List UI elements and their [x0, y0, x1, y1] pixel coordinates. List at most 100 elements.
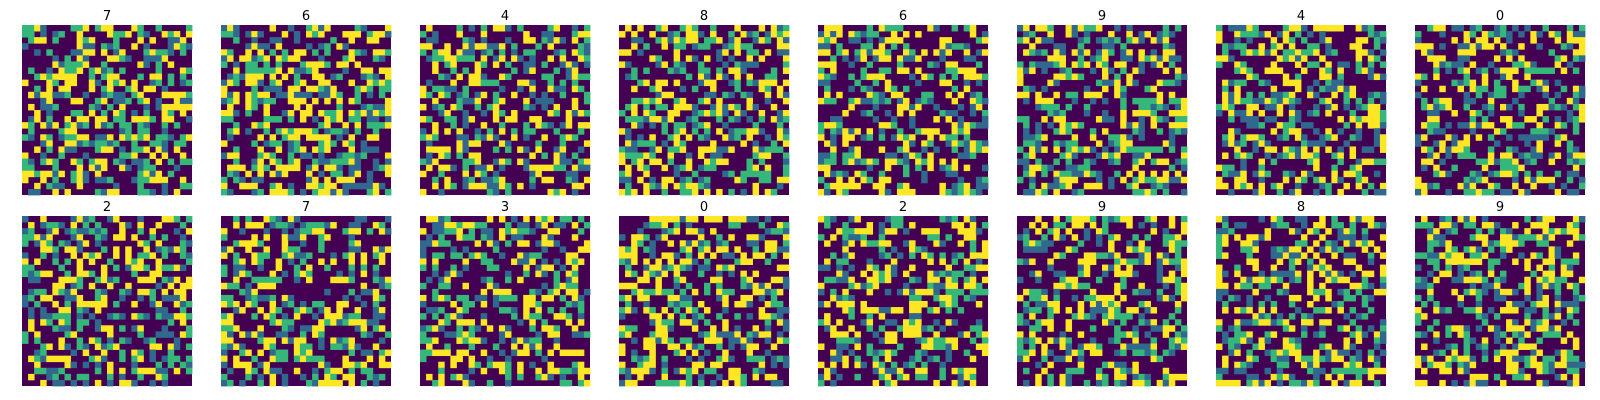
pixel-cell	[529, 313, 536, 320]
pixel-cell	[619, 234, 626, 241]
pixel-cell	[704, 258, 711, 265]
pixel-cell	[1059, 49, 1066, 56]
pixel-cell	[1313, 158, 1320, 166]
pixel-cell	[312, 61, 319, 68]
pixel-cell	[354, 343, 362, 350]
pixel-cell	[619, 367, 626, 375]
pixel-cell	[70, 379, 78, 387]
pixel-cell	[505, 307, 512, 314]
pixel-cell	[866, 164, 874, 172]
pixel-cell	[1421, 146, 1428, 153]
pixel-cell	[655, 234, 662, 241]
pixel-cell	[1258, 188, 1265, 196]
pixel-cell	[1463, 97, 1471, 105]
pixel-cell	[1542, 116, 1549, 123]
pixel-cell	[559, 282, 567, 290]
pixel-cell	[155, 140, 163, 147]
pixel-cell	[221, 294, 228, 302]
pixel-cell	[517, 146, 524, 153]
pixel-cell	[1294, 128, 1302, 135]
pixel-cell	[462, 307, 469, 314]
pixel-cell	[221, 379, 228, 387]
pixel-cell	[456, 222, 463, 229]
pixel-cell	[1089, 146, 1097, 153]
pixel-cell	[716, 49, 723, 56]
pixel-cell	[330, 37, 337, 44]
pixel-cell	[498, 216, 506, 223]
pixel-cell	[673, 182, 681, 190]
pixel-cell	[233, 25, 240, 32]
pixel-cell	[529, 170, 536, 178]
pixel-cell	[173, 188, 181, 196]
pixel-cell	[1415, 43, 1422, 50]
pixel-cell	[137, 158, 144, 166]
pixel-cell	[1180, 152, 1188, 159]
pixel-cell	[619, 31, 626, 38]
pixel-cell	[438, 373, 445, 381]
pixel-cell	[354, 91, 362, 99]
pixel-cell	[324, 307, 331, 314]
pixel-cell	[94, 234, 102, 241]
pixel-cell	[1047, 37, 1054, 44]
pixel-cell	[679, 367, 687, 375]
pixel-cell	[384, 116, 392, 123]
pixel-cell	[1065, 152, 1073, 159]
pixel-cell	[872, 158, 880, 166]
pixel-cell	[119, 325, 126, 332]
pixel-cell	[70, 110, 78, 117]
pixel-cell	[529, 258, 536, 265]
pixel-cell	[637, 49, 644, 56]
pixel-cell	[137, 182, 144, 190]
pixel-cell	[1089, 97, 1097, 105]
pixel-cell	[649, 222, 656, 229]
pixel-cell	[1095, 152, 1103, 159]
pixel-cell	[716, 97, 723, 105]
pixel-cell	[137, 31, 144, 38]
pixel-cell	[969, 122, 977, 129]
pixel-cell	[571, 110, 579, 117]
pixel-cell	[836, 176, 843, 184]
pixel-cell	[1487, 31, 1495, 38]
pixel-cell	[1463, 55, 1471, 62]
pixel-cell	[1319, 37, 1326, 44]
pixel-cell	[1421, 164, 1428, 172]
pixel-cell	[625, 264, 632, 272]
pixel-cell	[957, 140, 965, 147]
pixel-cell	[1439, 55, 1446, 62]
pixel-cell	[649, 270, 656, 278]
pixel-cell	[263, 361, 270, 369]
pixel-cell	[426, 43, 433, 50]
pixel-cell	[848, 37, 855, 44]
pixel-cell	[1222, 103, 1229, 111]
pixel-cell	[1023, 170, 1030, 178]
pixel-cell	[1445, 188, 1452, 196]
pixel-cell	[824, 313, 831, 320]
pixel-cell	[227, 49, 234, 56]
pixel-cell	[64, 79, 71, 87]
pixel-cell	[1168, 128, 1176, 135]
pixel-cell	[426, 337, 433, 344]
pixel-cell	[1047, 31, 1054, 38]
pixel-cell	[1150, 122, 1158, 129]
pixel-cell	[173, 343, 181, 350]
pixel-cell	[1174, 122, 1182, 129]
pixel-cell	[263, 252, 270, 259]
pixel-cell	[884, 55, 892, 62]
pixel-cell	[872, 31, 880, 38]
pixel-cell	[1572, 91, 1580, 99]
pixel-cell	[468, 73, 476, 81]
pixel-cell	[137, 73, 144, 81]
pixel-cell	[1433, 97, 1440, 105]
pixel-cell	[1053, 176, 1060, 184]
pixel-cell	[697, 73, 705, 81]
pixel-cell	[866, 222, 874, 229]
pixel-cell	[734, 246, 741, 253]
pixel-cell	[173, 294, 181, 302]
pixel-cell	[287, 110, 295, 117]
pixel-cell	[1457, 140, 1464, 147]
pixel-cell	[782, 67, 790, 74]
pixel-cell	[1234, 97, 1241, 105]
pixel-cell	[82, 373, 90, 381]
pixel-cell	[1138, 61, 1145, 68]
